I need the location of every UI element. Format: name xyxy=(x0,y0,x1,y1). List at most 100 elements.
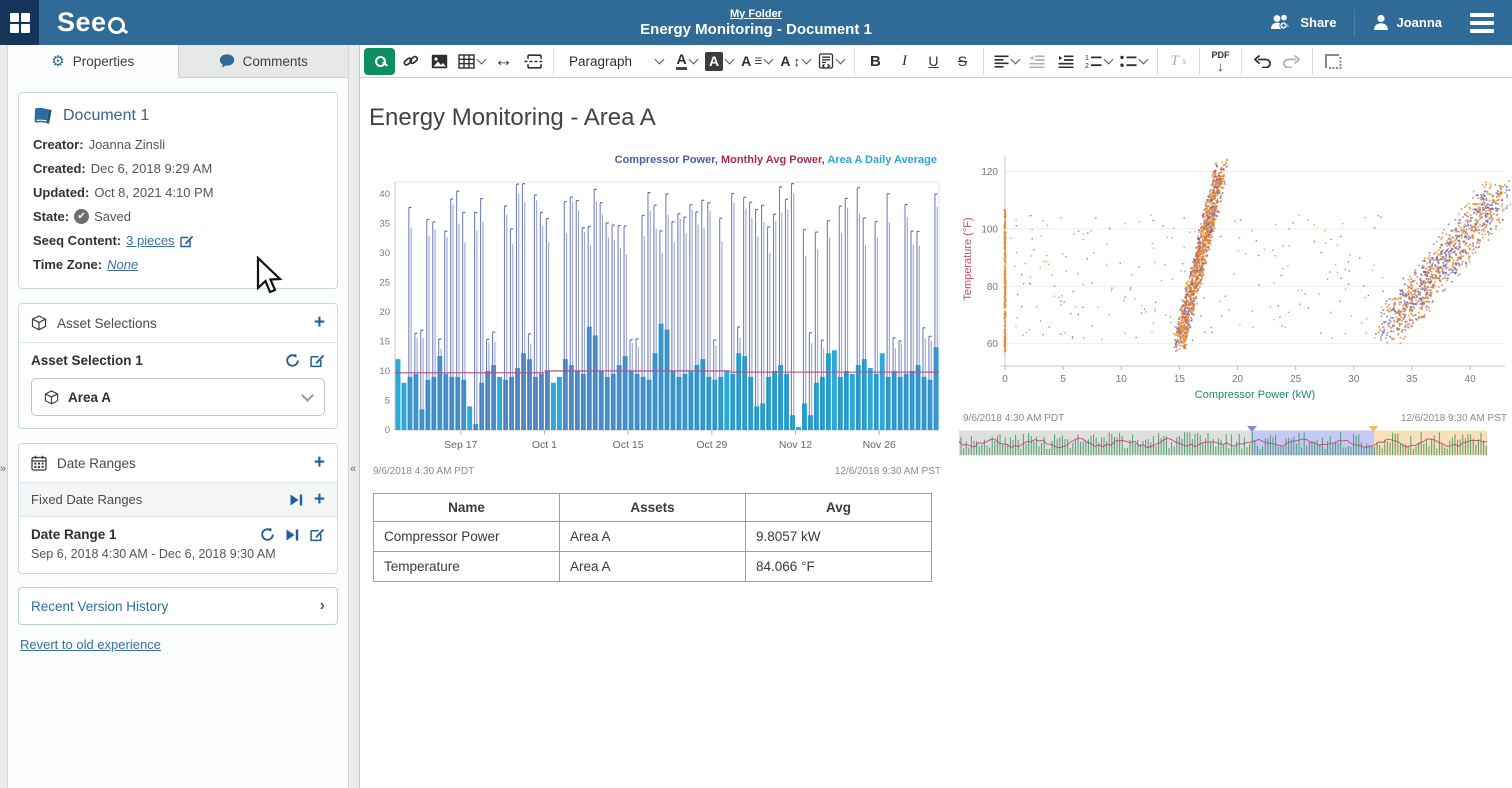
page-title: Energy Monitoring - Document 1 xyxy=(640,20,872,38)
revert-link[interactable]: Revert to old experience xyxy=(20,637,161,652)
fixed-width-icon xyxy=(1324,53,1342,69)
step-forward-icon[interactable] xyxy=(285,528,300,542)
chevron-down-icon xyxy=(301,388,314,402)
bar-chart-plot: 0 5 10 15 20 25 30 35 40 Sep 17 Oct 1 Oct 15 Oct 29 N… xyxy=(379,181,940,451)
document-heading: Energy Monitoring - Area A xyxy=(369,104,656,131)
asset-selection-value: Area A xyxy=(68,389,112,405)
insert-seeq-content-button[interactable] xyxy=(364,47,395,75)
share-label: Share xyxy=(1300,15,1337,30)
recent-version-history-label: Recent Version History xyxy=(31,598,169,614)
strikethrough-button[interactable]: S xyxy=(957,53,968,69)
edit-icon[interactable] xyxy=(310,353,325,368)
legend-item: Monthly Avg Power, xyxy=(721,154,828,166)
font-family-button[interactable]: A ☰ xyxy=(738,48,775,75)
step-forward-icon[interactable] xyxy=(289,493,304,507)
fixed-date-ranges-row: Fixed Date Ranges + xyxy=(19,483,337,517)
scatter-start-time: 9/6/2018 4:30 AM PDT xyxy=(963,413,1065,424)
table-row: Compressor Power Area A 9.8057 kW xyxy=(373,521,932,552)
refresh-icon[interactable] xyxy=(285,353,300,368)
indent-button[interactable] xyxy=(1053,48,1080,75)
menu-button[interactable] xyxy=(1460,12,1512,33)
share-button[interactable]: Share xyxy=(1251,9,1354,37)
font-size-button[interactable]: A ↕ xyxy=(777,48,813,75)
svg-text:25: 25 xyxy=(379,277,390,288)
image-icon xyxy=(431,54,448,68)
user-button[interactable]: Joanna xyxy=(1354,8,1460,37)
left-expand-rail[interactable]: » xyxy=(0,45,8,788)
svg-text:15: 15 xyxy=(379,336,390,347)
svg-text:100: 100 xyxy=(981,224,998,235)
table-cell: 9.8057 kW xyxy=(745,521,932,552)
horizontal-rule-button[interactable]: ↔ xyxy=(494,50,513,71)
svg-text:5: 5 xyxy=(1060,374,1066,385)
app-grid-button[interactable] xyxy=(0,0,39,45)
svg-text:0: 0 xyxy=(1002,374,1008,385)
seeq-content-link[interactable]: 3 pieces xyxy=(126,233,175,248)
table-row: Temperature Area A 84.066 °F xyxy=(373,551,932,582)
add-date-range-button[interactable]: + xyxy=(313,452,325,473)
document-properties-card: Document 1 Creator: Joanna Zinsli Created… xyxy=(18,92,338,289)
cube-icon xyxy=(44,389,59,405)
time-selector-bar[interactable] xyxy=(958,426,1488,456)
svg-text:40: 40 xyxy=(1465,374,1477,385)
outdent-button[interactable] xyxy=(1024,48,1051,75)
add-asset-selection-button[interactable]: + xyxy=(313,312,325,333)
fixed-width-button[interactable] xyxy=(1320,48,1347,75)
italic-button[interactable]: I xyxy=(901,52,907,69)
add-fixed-date-range-button[interactable]: + xyxy=(313,488,325,510)
date-range-title: Date Range 1 xyxy=(31,527,117,542)
svg-text:60: 60 xyxy=(987,339,999,350)
refresh-icon[interactable] xyxy=(260,527,275,542)
edit-icon[interactable] xyxy=(310,527,325,542)
bar-chart-legend: Compressor Power, Monthly Avg Power, Are… xyxy=(615,154,937,166)
bullet-list-button[interactable] xyxy=(1117,48,1150,75)
asset-selections-card: Asset Selections + Asset Selection 1 Are… xyxy=(18,303,338,429)
timezone-link[interactable]: None xyxy=(107,257,139,272)
user-icon xyxy=(1374,14,1389,30)
undo-button[interactable] xyxy=(1249,48,1276,75)
image-button[interactable] xyxy=(426,48,453,75)
tab-properties[interactable]: ⚙ Properties xyxy=(8,45,179,78)
svg-text:30: 30 xyxy=(379,248,390,259)
highlight-color-button[interactable]: A xyxy=(702,48,736,75)
align-button[interactable] xyxy=(991,48,1022,75)
tab-comments[interactable]: Comments xyxy=(179,45,349,77)
svg-text:0: 0 xyxy=(385,425,390,436)
sidebar-collapse-rail[interactable]: « xyxy=(348,45,360,788)
date-ranges-card: Date Ranges + Fixed Date Ranges + Date R… xyxy=(18,443,338,574)
table-cell: Area A xyxy=(559,551,746,582)
svg-text:Nov 12: Nov 12 xyxy=(779,439,812,451)
seeq-logo-q-icon xyxy=(107,17,125,34)
bold-button[interactable]: B xyxy=(870,52,881,70)
paragraph-style-dropdown[interactable]: Paragraph xyxy=(561,48,671,75)
underline-button[interactable]: U xyxy=(928,53,939,69)
asset-selection-dropdown[interactable]: Area A xyxy=(31,378,325,416)
table-header-cell: Avg xyxy=(745,493,932,522)
document-canvas[interactable]: Energy Monitoring - Area A Compressor Po… xyxy=(360,78,1512,788)
link-button[interactable] xyxy=(397,48,424,75)
template-icon xyxy=(818,53,834,69)
gear-icon: ⚙ xyxy=(51,53,65,70)
expand-right-icon: » xyxy=(0,463,7,475)
scatter-end-time: 12/6/2018 9:30 AM PST xyxy=(1400,413,1507,424)
font-color-button[interactable]: A xyxy=(673,48,700,75)
svg-text:5: 5 xyxy=(385,395,390,406)
export-pdf-button[interactable]: PDF ↓ xyxy=(1211,49,1230,74)
template-button[interactable] xyxy=(815,48,847,75)
svg-text:30: 30 xyxy=(1348,374,1360,385)
table-button[interactable] xyxy=(455,48,488,75)
breadcrumb[interactable]: My Folder xyxy=(730,7,782,20)
document-title: Document 1 xyxy=(63,107,150,124)
app-grid-icon xyxy=(9,12,30,33)
recent-version-history-button[interactable]: Recent Version History › xyxy=(18,587,338,625)
tab-properties-label: Properties xyxy=(72,53,135,69)
svg-text:Temperature (°F): Temperature (°F) xyxy=(962,217,974,300)
outdent-icon xyxy=(1029,54,1045,68)
page-break-button[interactable] xyxy=(519,48,546,75)
edit-icon[interactable] xyxy=(179,234,194,248)
table-cell: Temperature xyxy=(373,551,560,582)
redo-button[interactable] xyxy=(1278,48,1305,75)
